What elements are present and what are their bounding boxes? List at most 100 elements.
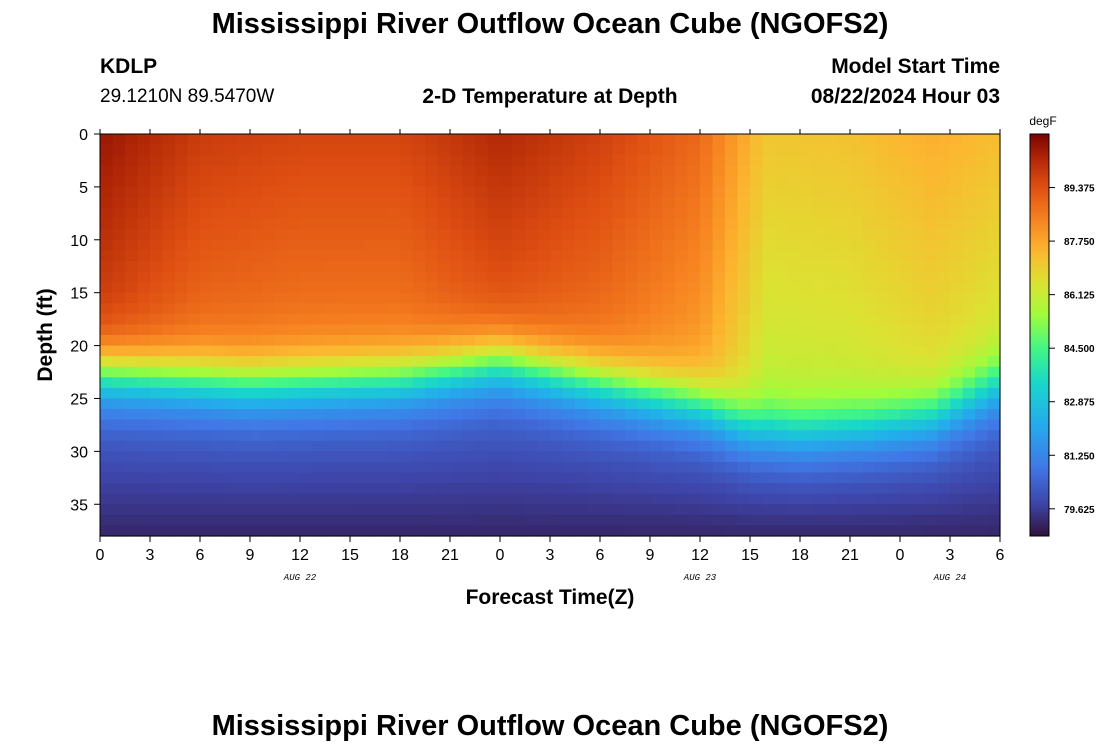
heatmap-cell [312,155,326,167]
heatmap-cell [262,387,276,400]
heatmap-cell [162,303,176,315]
heatmap-cell [150,324,164,336]
heatmap-cell [150,398,164,410]
heatmap-cell [912,440,926,452]
heatmap-cell [712,377,726,389]
heatmap-cell [662,271,676,283]
heatmap-cell [950,134,964,146]
heatmap-cell [100,144,114,156]
heatmap-cell [600,335,614,347]
heatmap-cell [987,377,1001,389]
heatmap-cell [900,292,914,304]
heatmap-cell [462,419,476,431]
heatmap-cell [275,335,289,347]
heatmap-cell [450,208,464,220]
heatmap-cell [587,165,601,177]
heatmap-cell [750,250,764,262]
heatmap-cell [587,218,601,230]
heatmap-cell [800,451,814,463]
heatmap-cell [375,134,389,146]
heatmap-cell [800,356,814,368]
heatmap-cell [412,525,426,537]
heatmap-cell [212,451,226,463]
heatmap-cell [837,345,851,357]
heatmap-cell [575,218,589,230]
heatmap-cell [975,398,989,410]
heatmap-cell [325,419,339,431]
heatmap-cell [925,144,939,156]
heatmap-cell [975,387,989,400]
heatmap-cell [237,303,251,315]
heatmap-cell [700,451,714,463]
heatmap-cell [475,324,489,336]
heatmap-cell [250,504,264,516]
heatmap-cell [325,186,339,199]
heatmap-cell [812,387,826,400]
heatmap-cell [662,409,676,421]
heatmap-cell [100,504,114,516]
y-tick-label: 15 [70,286,88,303]
heatmap-cell [575,419,589,431]
heatmap-cell [725,504,739,516]
heatmap-cell [575,282,589,294]
x-tick-label: 15 [341,547,359,564]
heatmap-cell [962,208,976,220]
heatmap-cell [825,335,839,347]
heatmap-cell [525,134,539,146]
heatmap-cell [362,292,376,304]
heatmap-cell [450,271,464,283]
heatmap-cell [112,419,126,431]
heatmap-cell [525,250,539,262]
heatmap-cell [200,144,214,156]
heatmap-cell [537,303,551,315]
heatmap-cell [350,504,364,516]
heatmap-cell [650,292,664,304]
heatmap-cell [950,229,964,241]
heatmap-cell [787,303,801,315]
heatmap-cell [162,398,176,410]
heatmap-cell [400,345,414,357]
heatmap-cell [387,260,401,273]
heatmap-cell [600,239,614,251]
heatmap-cell [437,440,451,452]
heatmap-cell [975,144,989,156]
heatmap-cell [775,303,789,315]
heatmap-cell [900,186,914,199]
heatmap-cell [100,461,114,474]
heatmap-cell [600,377,614,389]
heatmap-cell [650,483,664,495]
y-tick-label: 5 [79,180,88,197]
heatmap-cell [412,493,426,505]
heatmap-cell [962,493,976,505]
heatmap-cell [412,218,426,230]
heatmap-cell [175,514,189,527]
heatmap-cell [225,282,239,294]
heatmap-cell [362,260,376,273]
heatmap-cell [937,493,951,505]
heatmap-cell [287,229,301,241]
heatmap-cell [362,430,376,442]
heatmap-cell [787,165,801,177]
heatmap-cell [650,208,664,220]
heatmap-cell [875,514,889,527]
heatmap-cell [437,144,451,156]
heatmap-cell [950,493,964,505]
colorbar-tick-label: 84.500 [1064,344,1095,355]
heatmap-cell [650,514,664,527]
heatmap-cell [575,472,589,484]
heatmap-cell [950,324,964,336]
heatmap-cell [412,282,426,294]
heatmap-cell [562,239,576,251]
heatmap-cell [500,398,514,410]
heatmap-cell [275,483,289,495]
heatmap-cell [562,345,576,357]
heatmap-cell [975,366,989,378]
heatmap-cell [337,504,351,516]
heatmap-cell [412,430,426,442]
heatmap-cell [925,430,939,442]
heatmap-cell [362,165,376,177]
heatmap-cell [162,324,176,336]
heatmap-cell [612,282,626,294]
heatmap-cell [362,472,376,484]
heatmap-cell [712,366,726,378]
